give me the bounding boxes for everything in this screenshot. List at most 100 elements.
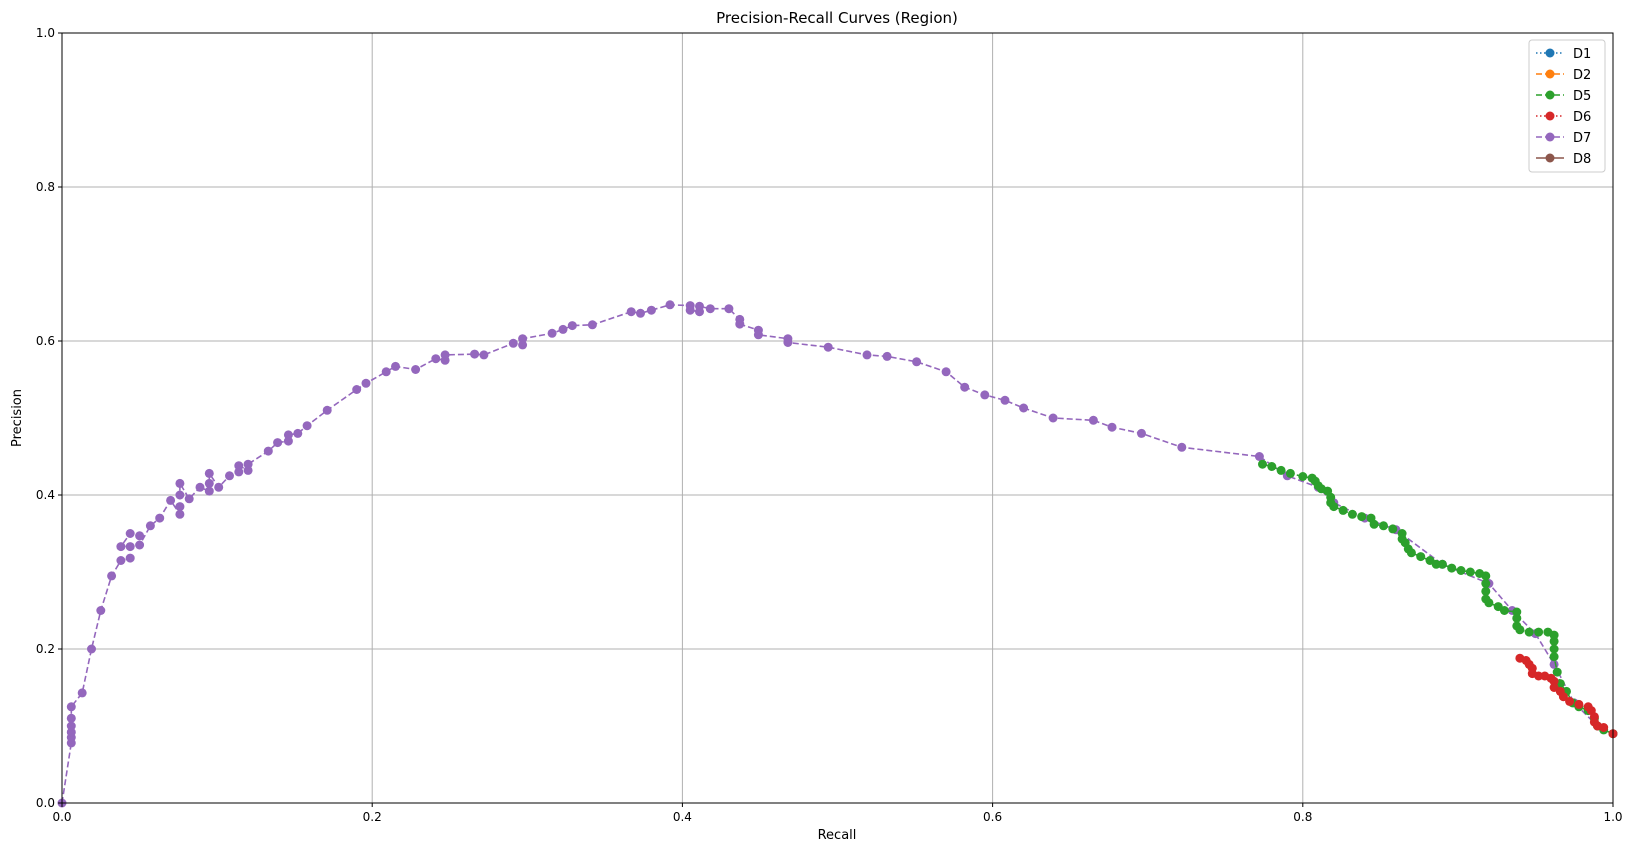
data-point-d7 bbox=[626, 307, 636, 317]
data-point-d7 bbox=[361, 378, 371, 388]
data-point-d7 bbox=[145, 521, 155, 531]
data-point-d7 bbox=[1549, 659, 1559, 669]
legend-marker-d1 bbox=[1545, 48, 1555, 58]
data-point-d7 bbox=[204, 478, 214, 488]
legend: D1 D2 D5 D6 D7 D8 bbox=[1528, 39, 1606, 173]
data-point-d7 bbox=[587, 320, 597, 330]
data-point-d7 bbox=[783, 338, 793, 347]
data-point-d7 bbox=[166, 495, 176, 505]
data-point-d7 bbox=[1177, 442, 1187, 452]
data-point-d7 bbox=[116, 542, 126, 552]
data-point-d5 bbox=[1534, 627, 1544, 637]
x-tick-label: 0.2 bbox=[363, 810, 382, 824]
data-point-d5 bbox=[1258, 459, 1267, 469]
data-point-d7 bbox=[1019, 403, 1029, 413]
data-point-d7 bbox=[214, 482, 224, 492]
data-point-d5 bbox=[1549, 644, 1559, 654]
y-tick-label: 0.2 bbox=[36, 642, 55, 656]
data-point-d5 bbox=[1347, 509, 1357, 519]
data-point-d5 bbox=[1549, 636, 1559, 646]
data-point-d7 bbox=[283, 436, 293, 446]
y-tick-label: 1.0 bbox=[36, 26, 55, 40]
data-point-d7 bbox=[558, 324, 568, 334]
data-point-d7 bbox=[155, 513, 165, 523]
data-point-d7 bbox=[107, 571, 117, 581]
data-point-d7 bbox=[184, 494, 194, 504]
data-point-d5 bbox=[1549, 630, 1559, 640]
data-point-d5 bbox=[1276, 465, 1286, 475]
legend-marker-d2 bbox=[1545, 69, 1555, 79]
legend-box bbox=[1528, 39, 1606, 173]
data-point-d7 bbox=[508, 338, 518, 348]
data-point-d7 bbox=[735, 319, 745, 329]
data-point-d7 bbox=[518, 340, 528, 350]
data-point-d7 bbox=[470, 349, 480, 359]
data-point-d7 bbox=[293, 428, 303, 438]
data-point-d7 bbox=[234, 467, 244, 477]
x-tick-label: 0.4 bbox=[673, 810, 692, 824]
data-point-d7 bbox=[204, 486, 214, 496]
data-point-d7 bbox=[125, 529, 135, 538]
data-point-d5 bbox=[1406, 548, 1416, 558]
series-line-d7 bbox=[61, 303, 1614, 804]
data-point-d7 bbox=[695, 301, 704, 311]
data-point-d7 bbox=[431, 354, 441, 364]
data-point-d7 bbox=[941, 367, 951, 377]
data-point-d7 bbox=[636, 308, 645, 318]
data-point-d7 bbox=[283, 430, 293, 440]
data-point-d7 bbox=[204, 468, 214, 478]
data-point-d7 bbox=[135, 531, 145, 541]
data-point-d6 bbox=[1565, 696, 1575, 706]
data-point-d5 bbox=[1549, 652, 1559, 662]
data-point-d7 bbox=[381, 367, 391, 377]
data-point-d7 bbox=[440, 350, 450, 360]
data-point-d5 bbox=[1515, 625, 1525, 635]
data-point-d5 bbox=[1512, 613, 1522, 623]
data-point-d7 bbox=[665, 300, 675, 310]
data-point-d5 bbox=[1379, 521, 1388, 531]
data-point-d7 bbox=[646, 305, 656, 315]
data-point-d7 bbox=[1048, 413, 1058, 423]
data-point-d7 bbox=[823, 342, 833, 352]
data-point-d7 bbox=[175, 509, 185, 519]
data-point-d7 bbox=[263, 446, 273, 456]
legend-label-d8: D8 bbox=[1573, 152, 1591, 167]
data-point-d7 bbox=[479, 350, 489, 360]
data-point-d7 bbox=[1137, 428, 1146, 438]
x-tick-label: 0.0 bbox=[52, 810, 71, 824]
legend-marker-d7 bbox=[1545, 132, 1555, 142]
data-point-d7 bbox=[66, 721, 76, 731]
data-point-d7 bbox=[273, 438, 283, 448]
legend-label-d5: D5 bbox=[1573, 89, 1591, 104]
data-point-d7 bbox=[980, 390, 990, 400]
legend-marker-d8 bbox=[1545, 153, 1555, 163]
data-point-d6 bbox=[1534, 671, 1544, 681]
data-point-d7 bbox=[685, 305, 695, 315]
data-point-d7 bbox=[882, 351, 892, 361]
plot-frame bbox=[61, 32, 1614, 804]
legend-label-d6: D6 bbox=[1573, 110, 1591, 125]
y-tick-label: 0.8 bbox=[36, 180, 55, 194]
data-point-d6 bbox=[1558, 692, 1568, 702]
data-point-d7 bbox=[912, 357, 922, 367]
y-tick-label: 0.4 bbox=[36, 488, 55, 502]
data-point-d5 bbox=[1447, 563, 1457, 573]
data-point-d5 bbox=[1329, 502, 1339, 512]
data-point-d6 bbox=[1549, 676, 1559, 686]
data-point-d5 bbox=[1369, 519, 1379, 529]
data-point-d6 bbox=[1574, 699, 1584, 709]
data-point-d5 bbox=[1267, 462, 1277, 471]
series-layer bbox=[57, 300, 1618, 808]
data-point-d7 bbox=[66, 702, 76, 712]
data-point-d7 bbox=[518, 334, 528, 344]
data-point-d5 bbox=[1481, 586, 1491, 596]
data-point-d7 bbox=[175, 502, 185, 512]
data-point-d7 bbox=[225, 471, 234, 481]
data-point-d7 bbox=[960, 382, 970, 392]
data-point-d7 bbox=[125, 542, 135, 552]
data-point-d7 bbox=[302, 421, 312, 431]
data-point-d5 bbox=[1484, 598, 1494, 608]
data-point-d5 bbox=[1431, 559, 1441, 569]
